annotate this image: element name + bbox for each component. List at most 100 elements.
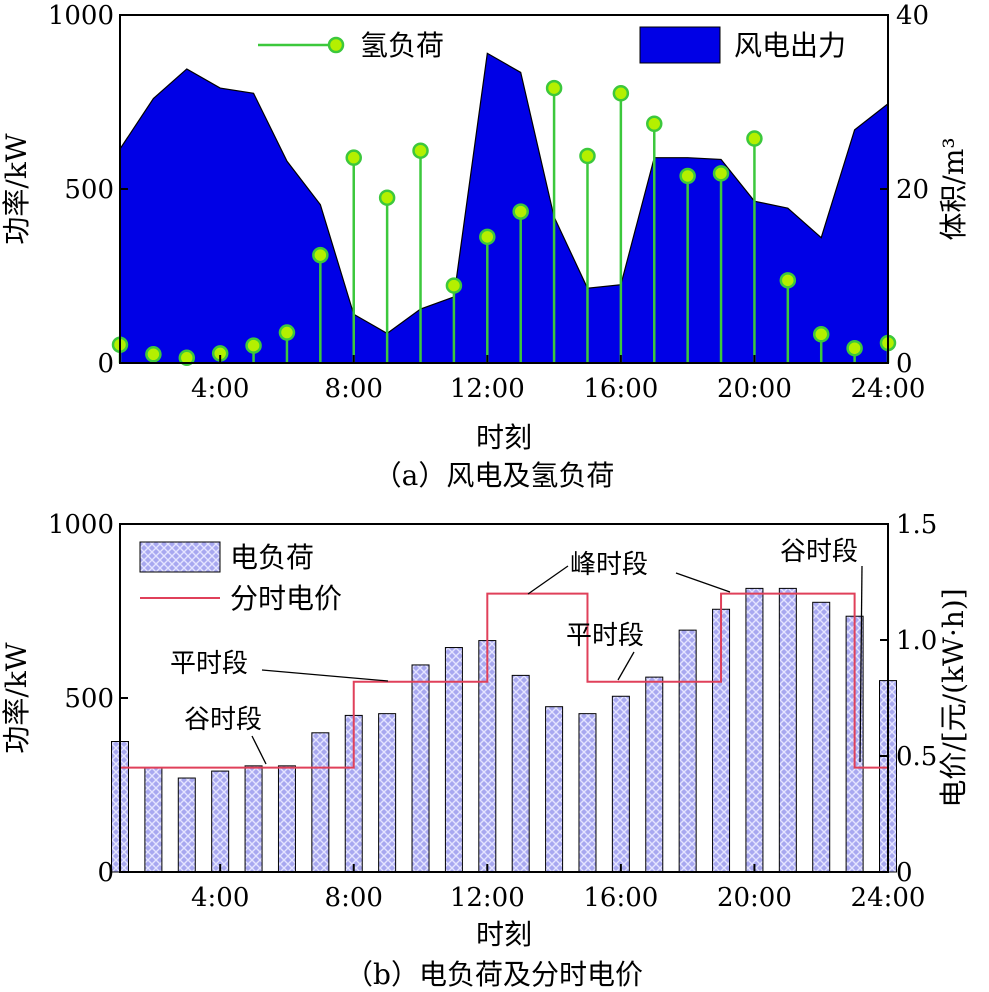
hydrogen-point xyxy=(812,326,830,343)
annotation-peak-leader-right xyxy=(675,572,731,593)
y-left-tick-label: 500 xyxy=(64,175,114,205)
electric-load-bar xyxy=(277,765,296,873)
hydrogen-point xyxy=(846,339,863,357)
annotation-flat-left-leader xyxy=(261,669,389,682)
x-tick-label: 24:00 xyxy=(851,883,926,913)
chart-a-plot xyxy=(111,52,897,367)
legend-price-label: 分时电价 xyxy=(230,582,342,615)
annotation-flat-right: 平时段 xyxy=(566,621,644,651)
x-tick-label: 12:00 xyxy=(450,883,525,913)
chart-a-ticks: 4:00 8:00 12:00 16:00 20:00 24:00050010000204… xyxy=(48,1,929,404)
y-left-tick-label: 1000 xyxy=(48,1,114,31)
electric-load-bar xyxy=(645,676,664,873)
chart-a-xlabel: 时刻 xyxy=(476,421,532,454)
y-left-tick-label: 500 xyxy=(64,684,114,714)
hydrogen-point xyxy=(312,246,329,264)
electric-load-bar xyxy=(144,767,163,873)
x-tick-label: 16:00 xyxy=(583,883,658,913)
hydrogen-point xyxy=(646,115,663,132)
electric-load-bar xyxy=(177,777,196,873)
electric-load-bar xyxy=(611,695,630,873)
hydrogen-point xyxy=(545,79,563,97)
electric-load-bar xyxy=(511,674,530,873)
x-tick-label: 4:00 xyxy=(191,883,249,913)
y-right-tick-label: 0.5 xyxy=(896,742,937,772)
hydrogen-point xyxy=(512,203,529,220)
electric-load-bar xyxy=(378,713,397,873)
electric-load-bar xyxy=(745,587,764,873)
x-tick-label: 12:00 xyxy=(450,374,525,404)
chart-b-ylabel-left: 功率/kW xyxy=(0,642,33,753)
y-right-tick-label: 0 xyxy=(896,349,913,379)
chart-a-legend: 氢负荷 风电出力 xyxy=(258,26,846,64)
chart-b-plot xyxy=(111,587,897,873)
legend-hydrogen-marker xyxy=(327,36,345,54)
legend-wind-label: 风电出力 xyxy=(734,29,846,62)
legend-load-label: 电负荷 xyxy=(230,541,314,574)
legend-hydrogen-label: 氢负荷 xyxy=(360,29,444,62)
chart-a-ylabel-right: 体积/m³ xyxy=(937,137,970,240)
chart-b-caption: （b）电负荷及分时电价 xyxy=(345,958,643,991)
hydrogen-point xyxy=(278,324,296,341)
chart-b-plot-frame xyxy=(119,523,889,873)
hydrogen-point xyxy=(712,165,730,182)
y-right-tick-label: 1.5 xyxy=(896,510,937,540)
annotation-valley-left-leader xyxy=(251,735,267,765)
hydrogen-point xyxy=(779,272,797,289)
hydrogen-point xyxy=(245,337,262,354)
tou-price-line xyxy=(120,592,888,769)
electric-load-bar xyxy=(545,706,564,873)
x-tick-label: 20:00 xyxy=(717,374,792,404)
hydrogen-point xyxy=(345,149,362,166)
electric-load-bar xyxy=(812,601,831,873)
chart-b-xlabel: 时刻 xyxy=(476,918,532,951)
annotation-valley-right: 谷时段 xyxy=(780,537,858,567)
electric-load-bar xyxy=(678,629,697,873)
wind-power-area xyxy=(119,52,889,364)
y-right-tick-label: 40 xyxy=(896,1,929,31)
legend-load-swatch xyxy=(139,541,221,573)
chart-b-ylabel-right: 电价/[元/(kW·h)] xyxy=(937,588,970,807)
electric-load-bar xyxy=(211,770,230,873)
chart-b-legend: 电负荷 分时电价 xyxy=(139,541,342,615)
x-tick-label: 20:00 xyxy=(717,883,792,913)
hydrogen-point xyxy=(412,142,429,159)
electric-load-bar xyxy=(244,765,263,873)
hydrogen-point xyxy=(445,277,463,294)
annotation-valley-right-leader xyxy=(859,565,863,763)
electric-load-bar xyxy=(311,732,330,873)
x-tick-label: 8:00 xyxy=(325,883,383,913)
y-left-tick-label: 0 xyxy=(97,858,114,888)
hydrogen-point xyxy=(479,228,496,246)
x-tick-label: 16:00 xyxy=(583,374,658,404)
hydrogen-point xyxy=(378,189,396,206)
chart-a-ylabel-left: 功率/kW xyxy=(0,133,33,244)
annotation-valley-left: 谷时段 xyxy=(184,705,262,735)
hydrogen-point xyxy=(679,167,696,185)
x-tick-label: 8:00 xyxy=(325,374,383,404)
annotation-peak-leader-left xyxy=(527,565,569,595)
hydrogen-point xyxy=(145,346,162,363)
chart-a-caption: （a）风电及氢负荷 xyxy=(374,459,615,492)
chart-b-ticks: 4:00 8:00 12:00 16:00 20:00 24:000500100000.5… xyxy=(48,510,938,913)
y-right-tick-label: 0 xyxy=(896,858,913,888)
hydrogen-point xyxy=(746,130,763,147)
chart-b-annotations: 峰时段 平时段 平时段 谷时段 谷时段 xyxy=(170,537,863,765)
electric-load-bar xyxy=(411,664,430,873)
annotation-flat-left: 平时段 xyxy=(170,649,248,679)
y-right-tick-label: 1.0 xyxy=(896,626,937,656)
x-tick-label: 24:00 xyxy=(851,374,926,404)
x-tick-label: 4:00 xyxy=(191,374,249,404)
hydrogen-point xyxy=(612,85,630,102)
chart-load-price: 4:00 8:00 12:00 16:00 20:00 24:000500100000.5… xyxy=(0,510,970,991)
hydrogen-point xyxy=(178,349,196,367)
annotation-flat-right-leader xyxy=(617,651,635,681)
electric-load-bar xyxy=(578,713,597,873)
electric-load-bar xyxy=(778,587,797,873)
legend-wind-swatch xyxy=(639,26,721,64)
y-right-tick-label: 20 xyxy=(896,175,929,205)
hydrogen-point xyxy=(579,147,596,165)
annotation-peak: 峰时段 xyxy=(570,550,648,580)
y-left-tick-label: 0 xyxy=(97,349,114,379)
